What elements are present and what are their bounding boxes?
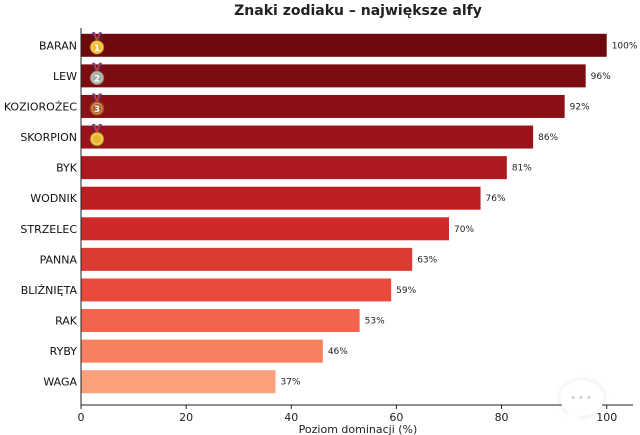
bar-baran — [81, 33, 607, 57]
bar-ryby — [81, 339, 323, 363]
value-label: 96% — [591, 72, 611, 82]
value-label: 86% — [538, 133, 558, 143]
value-label: 92% — [570, 102, 590, 112]
category-label: BLIŹNIĘTA — [21, 284, 78, 297]
category-label: SKORPION — [20, 131, 77, 144]
x-tick-label: 40 — [284, 411, 298, 424]
bar-strzelec — [81, 217, 449, 241]
category-label: LEW — [53, 70, 77, 83]
chat-bubble-icon[interactable]: ••• — [560, 380, 604, 416]
category-label: STRZELEC — [20, 223, 77, 236]
silver-medal-icon: 2 — [89, 62, 105, 86]
chart-title: Znaki zodiaku – największe alfy — [234, 3, 482, 19]
x-axis: BARAN LEW KOZIOROŻEC SKORPION BYK WODNIK STRZE… — [4, 28, 633, 424]
bar-wodnik — [81, 186, 481, 210]
value-label: 100% — [612, 41, 638, 51]
category-label: PANNA — [40, 253, 78, 266]
medal-rank: 2 — [94, 74, 100, 84]
x-axis-label: Poziom dominacji (%) — [299, 423, 418, 435]
bronze-medal-icon: 3 — [89, 93, 105, 116]
value-label: 63% — [417, 255, 437, 265]
medal-rank: 3 — [94, 105, 100, 115]
bar-rak — [81, 309, 360, 333]
bar-bliźnięta — [81, 278, 392, 302]
medal-rank: 1 — [94, 44, 100, 54]
gold-medal-icon: 1 — [89, 32, 105, 55]
category-label: BARAN — [39, 39, 77, 52]
value-label: 59% — [396, 286, 416, 296]
bar-byk — [81, 156, 507, 180]
x-tick-label: 20 — [179, 411, 193, 424]
bar-waga — [81, 370, 276, 394]
category-label: BYK — [56, 162, 78, 175]
chat-dots: ••• — [570, 393, 594, 404]
bar-panna — [81, 247, 413, 271]
x-tick-label: 80 — [495, 411, 509, 424]
value-label: 37% — [281, 378, 301, 388]
bar-lew — [81, 64, 586, 88]
award-medal-icon — [89, 123, 105, 147]
bar-koziorożec — [81, 94, 565, 118]
value-label: 53% — [365, 317, 385, 327]
value-label: 81% — [512, 164, 532, 174]
x-tick-label: 100 — [596, 411, 617, 424]
category-label: KOZIOROŻEC — [4, 100, 77, 113]
category-label: RAK — [55, 315, 78, 328]
bar-skorpion — [81, 125, 534, 149]
category-label: WAGA — [43, 376, 77, 389]
value-label: 70% — [454, 225, 474, 235]
bars-layer: 100% 96% 92% 86% 81% 76% 70% 63% 59% 53% 46% 37% 1 2 3 — [81, 32, 638, 394]
value-label: 76% — [486, 194, 506, 204]
x-tick-label: 0 — [78, 411, 85, 424]
category-label: RYBY — [50, 345, 78, 358]
value-label: 46% — [328, 347, 348, 357]
category-label: WODNIK — [30, 192, 77, 205]
x-tick-label: 60 — [389, 411, 403, 424]
